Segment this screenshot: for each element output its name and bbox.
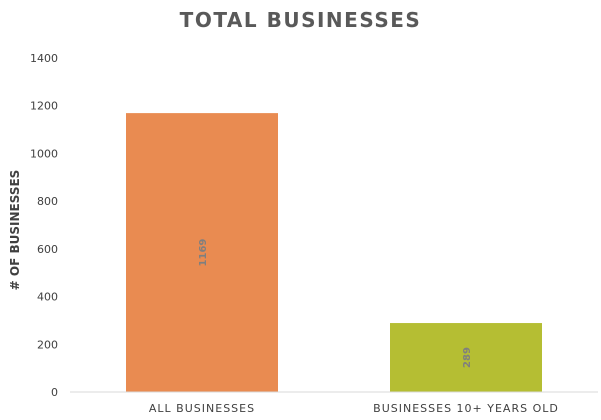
y-tick-label: 200 (37, 338, 58, 351)
data-label: 289 (462, 347, 473, 368)
x-tick-label: ALL BUSINESSES (149, 402, 255, 415)
x-tick-label: BUSINESSES 10+ YEARS OLD (373, 402, 559, 415)
y-tick-label: 0 (51, 386, 58, 399)
y-tick-label: 1400 (30, 52, 58, 65)
chart-title: TOTAL BUSINESSES (179, 8, 422, 32)
y-tick-label: 800 (37, 195, 58, 208)
y-tick-label: 600 (37, 243, 58, 256)
y-tick-label: 400 (37, 291, 58, 304)
bar (390, 323, 542, 392)
bar (126, 113, 278, 393)
y-tick-label: 1000 (30, 147, 58, 160)
y-tick-label: 1200 (30, 100, 58, 113)
y-axis-title: # OF BUSINESSES (8, 170, 22, 291)
data-label: 1169 (198, 239, 209, 267)
